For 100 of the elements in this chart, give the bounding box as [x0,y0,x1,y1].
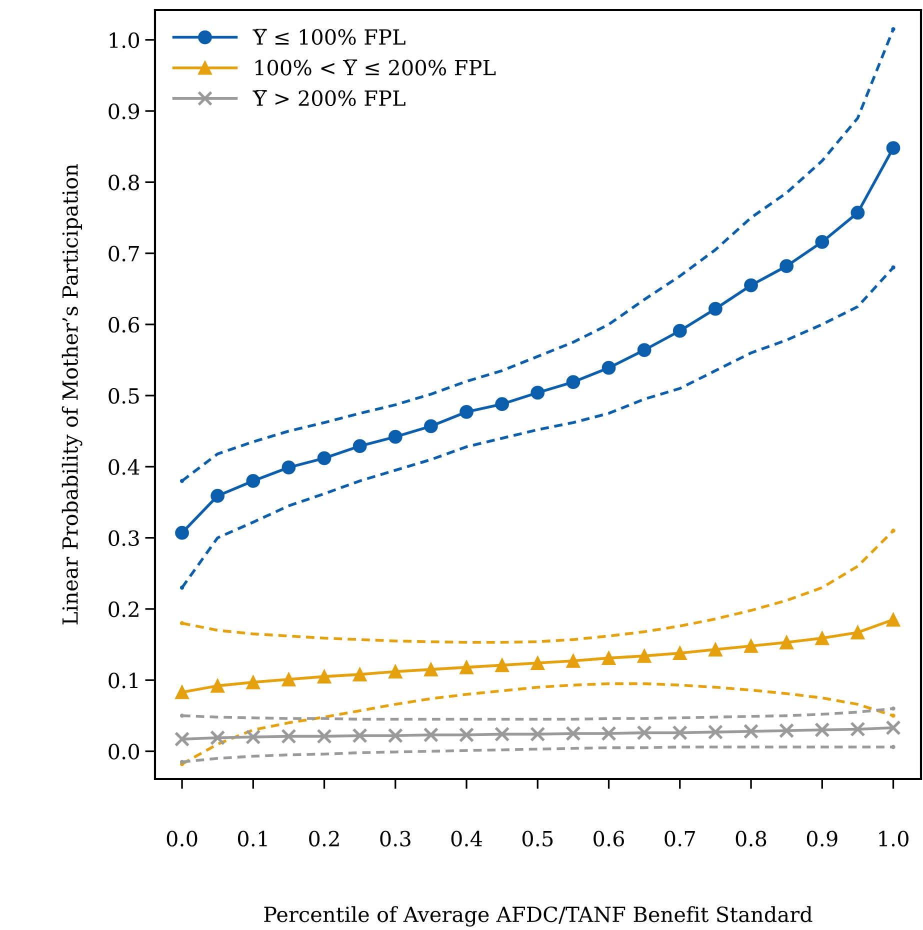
point [850,206,865,220]
point [778,722,794,738]
y-tick-label: 0.9 [108,103,140,120]
point [174,732,190,747]
point [246,729,261,745]
y-tick-label: 0.8 [108,174,140,190]
point [850,626,865,640]
point [180,586,184,590]
point [495,397,510,412]
point [317,670,332,684]
point [494,726,510,742]
point [891,27,896,32]
y-tick-label: 0.2 [108,601,138,618]
point [530,726,546,742]
point [815,234,830,249]
legend-label: Y̅ ≤ 100% FPL [252,28,406,45]
point [460,404,474,419]
point [423,727,439,743]
point [458,727,474,743]
y-tick-label: 0.4 [108,459,140,475]
point [672,725,688,740]
point [282,672,296,686]
point [891,744,896,750]
point [708,642,722,656]
point [281,728,296,744]
point [210,488,225,503]
y-tick-label: 0.3 [108,530,139,546]
point [708,724,724,740]
point [316,728,332,744]
x-tick-label: 1.0 [879,830,908,847]
x-tick-label: 0.1 [238,830,267,847]
point [637,343,652,357]
point [637,648,652,663]
point [388,430,402,444]
point [601,726,616,742]
x-tick-label: 0.4 [451,830,482,847]
y-tick-label: 0.7 [108,246,139,262]
point [814,722,830,738]
point [672,646,687,660]
point [530,656,545,670]
point [891,706,896,711]
point [744,639,758,653]
point [210,678,225,693]
point [891,528,896,533]
point [602,651,616,666]
point [352,728,368,744]
point [886,141,900,155]
y-tick-label: 0.6 [108,316,140,333]
point [602,360,616,375]
point [886,720,901,736]
x-tick-label: 0.5 [522,830,553,847]
point [891,714,896,718]
x-tick-label: 0.6 [594,830,624,847]
point [530,386,545,400]
point [636,725,652,740]
x-tick-label: 0.9 [806,830,838,847]
x-axis-title: Percentile of Average AFDC/TANF Benefit Standard [264,906,812,927]
point [352,667,367,682]
point [780,635,794,650]
y-tick-label: 1.0 [110,32,140,48]
point [210,730,226,746]
point [388,664,402,679]
y-tick-label: 0.0 [108,744,140,760]
legend-label: 100% < Y̅ ≤ 200% FPL [255,59,496,76]
x-tick-label: 0.3 [380,830,410,847]
point [175,685,189,700]
y-axis-title: Linear Probability of Mother’s Participation [62,164,82,624]
point [566,375,580,389]
point [672,324,687,338]
point [424,419,438,434]
point [424,662,438,676]
point [180,714,184,718]
point [815,631,830,646]
point [708,302,722,316]
point [850,722,866,737]
point [744,278,758,292]
point [495,658,510,672]
legend-label: Y̅ > 200% FPL [252,90,406,106]
point [180,621,184,626]
point [566,654,580,668]
line-series [180,265,896,590]
x-tick-label: 0.0 [166,830,198,847]
point [246,675,260,690]
point [352,439,367,454]
y-tick-label: 0.5 [108,388,139,404]
point [566,726,581,742]
point [388,728,404,744]
x-tick-label: 0.7 [664,830,695,847]
x-tick-label: 0.8 [736,830,766,847]
x-tick-label: 0.2 [309,830,339,847]
point [282,460,296,474]
point [743,724,759,739]
point [460,660,474,674]
point [246,474,260,488]
y-tick-label: 0.1 [108,672,138,688]
point [780,259,794,274]
point [891,265,896,270]
point [180,478,184,484]
point [886,612,900,627]
point [317,451,332,466]
